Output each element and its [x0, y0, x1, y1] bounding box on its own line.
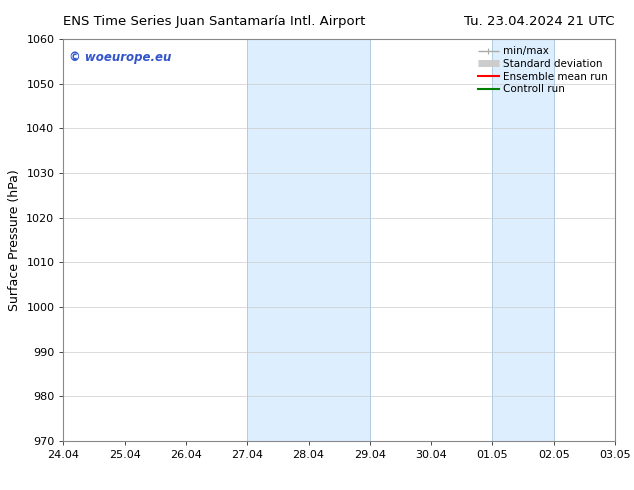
- Y-axis label: Surface Pressure (hPa): Surface Pressure (hPa): [8, 169, 21, 311]
- Legend: min/max, Standard deviation, Ensemble mean run, Controll run: min/max, Standard deviation, Ensemble me…: [474, 42, 612, 98]
- Bar: [247, 39, 370, 441]
- Text: Tu. 23.04.2024 21 UTC: Tu. 23.04.2024 21 UTC: [465, 15, 615, 28]
- Text: © woeurope.eu: © woeurope.eu: [69, 51, 171, 64]
- Bar: [493, 39, 553, 441]
- Text: ENS Time Series Juan Santamaría Intl. Airport: ENS Time Series Juan Santamaría Intl. Ai…: [63, 15, 366, 28]
